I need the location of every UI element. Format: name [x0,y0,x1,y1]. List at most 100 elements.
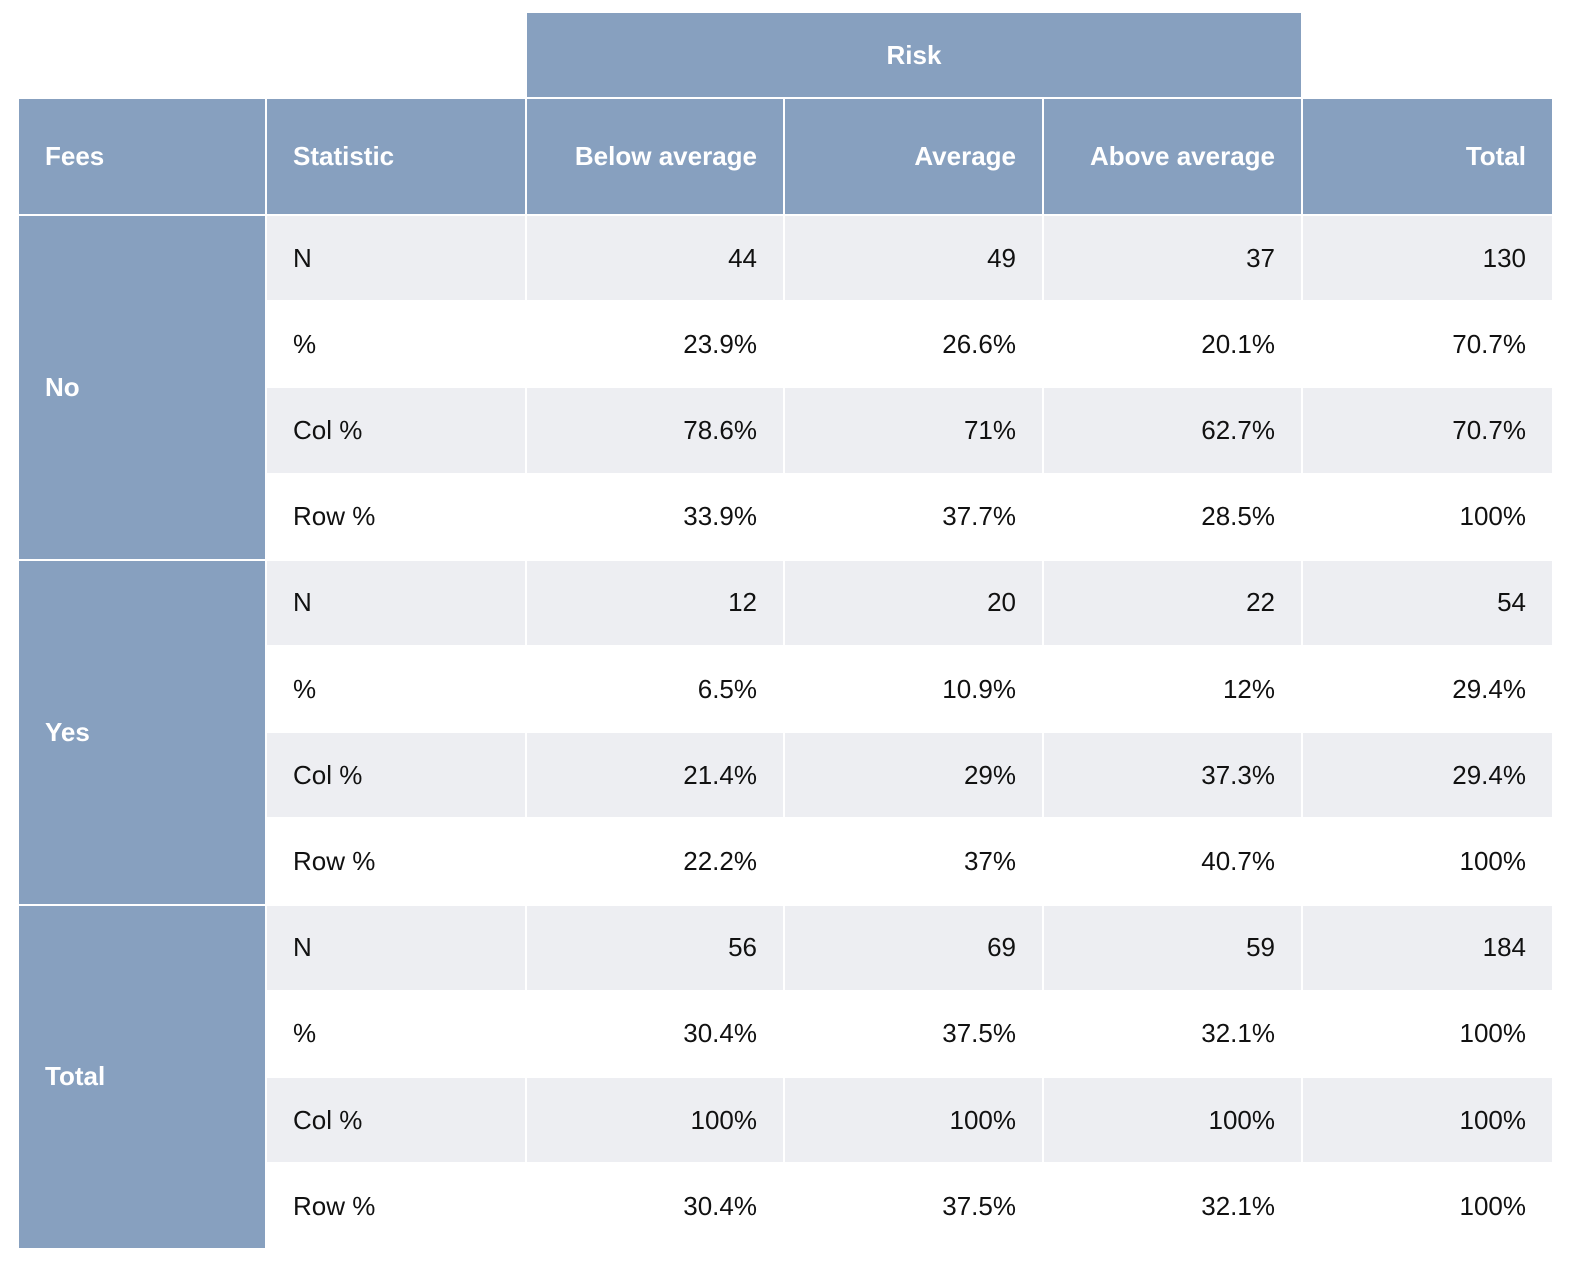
column-header: Fees [19,99,265,214]
cell-text: 29.4% [1452,759,1526,790]
value: 100% [1303,474,1552,559]
cell-text: 37 [1246,242,1275,273]
cell-text: 22.2% [683,845,757,876]
cell-text: 6.5% [697,673,757,704]
value: 37.3% [1044,733,1301,818]
cell-text: Fees [45,141,105,171]
cell-text: 59 [1246,932,1275,963]
cell-text: % [293,673,317,704]
value: 100% [1303,1078,1552,1163]
cell-text: 44 [728,242,757,273]
value: 29.4% [1303,647,1552,732]
statistic: Col % [267,388,525,473]
cell-text: 33.9% [683,501,757,532]
column-header: Total [1303,99,1552,214]
value: 32.1% [1044,991,1301,1076]
value: 62.7% [1044,388,1301,473]
cell-text: 70.7% [1452,414,1526,445]
cell-text: 32.1% [1201,1190,1275,1221]
value: 29.4% [1303,733,1552,818]
cell-text: 100% [690,1104,758,1135]
value: 6.5% [527,647,783,732]
value: 21.4% [527,733,783,818]
value: 12 [527,560,783,645]
cell-text: % [293,328,317,359]
cell-text: Risk [886,39,942,70]
statistic: % [267,991,525,1076]
cell-text: N [293,242,312,273]
cell-text: 22 [1246,587,1275,618]
value: 23.9% [527,302,783,387]
cell-text: 100% [1459,1190,1527,1221]
cell-text: 29.4% [1452,673,1526,704]
value: 54 [1303,560,1552,645]
cell-text: Total [1465,141,1526,171]
cell-text: Yes [45,716,90,747]
statistic: N [267,560,525,645]
cell-text: No [45,371,80,402]
cell-text: 23.9% [683,328,757,359]
value: 33.9% [527,474,783,559]
statistic: Row % [267,1164,525,1249]
statistic: Col % [267,733,525,818]
cell-text: 62.7% [1201,414,1275,445]
column-header: Above average [1044,99,1301,214]
value: 32.1% [1044,1164,1301,1249]
cell-text: 40.7% [1201,845,1275,876]
cell-text: 49 [987,242,1016,273]
value: 28.5% [1044,474,1301,559]
cell-text: 37.7% [942,501,1016,532]
cell-text: Row % [293,501,376,532]
value: 20 [785,560,1042,645]
cell-text: 100% [1459,845,1527,876]
value: 49 [785,216,1042,301]
cell-text: 32.1% [1201,1018,1275,1049]
value: 10.9% [785,647,1042,732]
value: 30.4% [527,991,783,1076]
value: 100% [1044,1078,1301,1163]
super-header: Risk [527,13,1301,97]
value: 100% [1303,819,1552,904]
cell-text: 12% [1222,673,1275,704]
group-label: Yes [19,560,265,904]
cell-text: 100% [1459,1104,1527,1135]
cell-text: 100% [949,1104,1017,1135]
cell-text: 28.5% [1201,501,1275,532]
statistic: % [267,302,525,387]
statistic: N [267,216,525,301]
cell-text: 130 [1482,242,1526,273]
cell-text: Col % [293,414,363,445]
column-header: Average [785,99,1042,214]
value: 100% [1303,1164,1552,1249]
cell-text: Row % [293,1190,376,1221]
cell-text: 37% [963,845,1016,876]
value: 100% [785,1078,1042,1163]
cell-text: 20.1% [1201,328,1275,359]
value: 71% [785,388,1042,473]
cell-text: 37.3% [1201,759,1275,790]
value: 70.7% [1303,302,1552,387]
value: 59 [1044,905,1301,990]
cell-text: Statistic [293,141,395,171]
cell-text: 30.4% [683,1190,757,1221]
cell-text: 20 [987,587,1016,618]
cell-text: 100% [1459,1018,1527,1049]
value: 130 [1303,216,1552,301]
value: 56 [527,905,783,990]
cell-text: 12 [728,587,757,618]
cell-text: 71% [963,414,1016,445]
cell-text: 56 [728,932,757,963]
value: 40.7% [1044,819,1301,904]
cell-text: Col % [293,1104,363,1135]
value: 37.7% [785,474,1042,559]
value: 100% [1303,991,1552,1076]
statistic: Row % [267,819,525,904]
cell-text: Average [914,141,1016,171]
value: 70.7% [1303,388,1552,473]
value: 44 [527,216,783,301]
value: 37% [785,819,1042,904]
value: 69 [785,905,1042,990]
statistic: Row % [267,474,525,559]
statistic: N [267,905,525,990]
